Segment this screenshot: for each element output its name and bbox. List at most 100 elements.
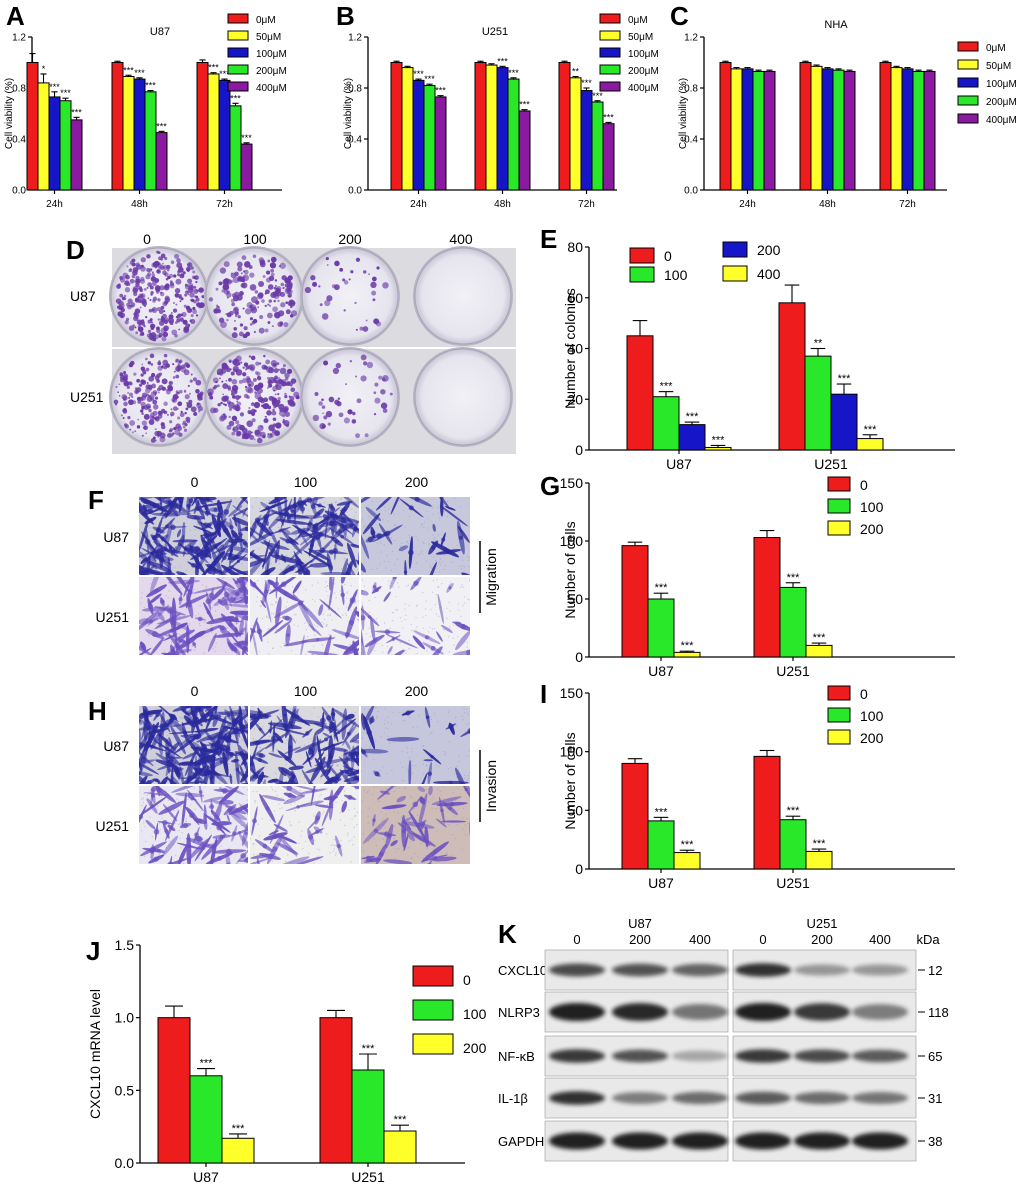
- colony: [239, 424, 245, 431]
- membrane-pore: [317, 855, 319, 857]
- colony: [284, 377, 289, 381]
- membrane-pore: [309, 800, 312, 802]
- stained-cell: [228, 538, 244, 543]
- blot-band: [612, 1049, 668, 1063]
- y-axis-label: Number of cells: [562, 732, 578, 829]
- colony: [343, 280, 349, 285]
- membrane-pore: [316, 625, 319, 628]
- membrane-pore: [241, 803, 244, 806]
- cell-nucleus: [158, 556, 165, 563]
- colony: [170, 314, 173, 318]
- membrane-pore: [326, 623, 328, 626]
- colony: [290, 378, 297, 384]
- colony: [159, 432, 166, 439]
- colony: [266, 410, 272, 416]
- significance-label: ***: [145, 81, 156, 91]
- membrane-pore: [227, 626, 229, 629]
- membrane-pore: [444, 510, 446, 512]
- colony: [229, 360, 232, 363]
- stained-cell: [339, 558, 348, 575]
- membrane-pore: [415, 764, 417, 767]
- membrane-pore: [423, 861, 425, 864]
- membrane-pore: [271, 557, 274, 559]
- colony: [113, 399, 119, 405]
- blot-band: [672, 1050, 728, 1062]
- membrane-pore: [250, 837, 251, 840]
- colony: [153, 404, 159, 410]
- membrane-pore: [200, 810, 202, 812]
- colony: [382, 408, 388, 413]
- cell-nucleus: [216, 525, 222, 531]
- membrane-pore: [436, 788, 439, 790]
- colony: [138, 396, 144, 402]
- membrane-pore: [394, 524, 397, 526]
- membrane-pore: [377, 710, 379, 713]
- membrane-pore: [463, 602, 466, 604]
- membrane-pore: [309, 649, 312, 652]
- membrane-pore: [236, 862, 238, 864]
- transwell-column-label: 200: [405, 474, 429, 490]
- stained-cell: [344, 740, 351, 750]
- membrane-pore: [161, 814, 163, 816]
- y-tick-label: 1.5: [115, 937, 135, 953]
- membrane-pore: [348, 643, 351, 646]
- membrane-pore: [413, 807, 415, 810]
- membrane-pore: [245, 605, 247, 607]
- membrane-pore: [256, 596, 259, 598]
- stained-cell: [205, 713, 233, 725]
- cell-nucleus: [198, 790, 203, 794]
- membrane-pore: [261, 617, 264, 620]
- cell-nucleus: [318, 533, 323, 537]
- colony: [141, 369, 147, 374]
- membrane-pore: [230, 823, 232, 826]
- colony: [222, 413, 226, 416]
- membrane-pore: [376, 567, 378, 570]
- membrane-pore: [200, 544, 203, 546]
- blot-band: [672, 1091, 728, 1105]
- colony: [242, 378, 247, 384]
- membrane-pore: [351, 508, 353, 511]
- colony: [187, 263, 191, 267]
- membrane-pore: [228, 575, 229, 576]
- colony: [141, 420, 148, 426]
- membrane-pore: [422, 627, 425, 629]
- membrane-pore: [426, 776, 429, 778]
- membrane-pore: [167, 604, 169, 606]
- colony: [187, 278, 193, 284]
- cell-nucleus: [206, 769, 212, 776]
- colony: [131, 396, 134, 398]
- colony: [216, 384, 220, 388]
- stained-cell: [240, 745, 248, 766]
- membrane-pore: [443, 629, 445, 631]
- membrane-pore: [388, 508, 390, 510]
- membrane-pore: [351, 839, 353, 841]
- colony: [328, 396, 335, 403]
- legend-swatch: [599, 30, 621, 41]
- colony: [274, 311, 281, 319]
- membrane-pore: [438, 642, 440, 644]
- cell-nucleus: [175, 650, 180, 655]
- stained-cell: [305, 765, 328, 774]
- blot-band: [672, 1004, 728, 1020]
- membrane-pore: [230, 610, 233, 612]
- stained-cell: [227, 809, 248, 830]
- membrane-pore: [349, 609, 352, 611]
- membrane-pore: [422, 541, 424, 543]
- membrane-pore: [266, 501, 268, 504]
- cell-nucleus: [368, 717, 375, 724]
- membrane-pore: [396, 558, 399, 561]
- colony: [271, 402, 276, 406]
- membrane-pore: [451, 561, 453, 563]
- membrane-pore: [244, 608, 246, 611]
- blot-band: [794, 1091, 850, 1105]
- cell-nucleus: [240, 724, 246, 731]
- cell-nucleus: [197, 616, 203, 622]
- colony: [156, 328, 161, 334]
- stained-cell: [193, 525, 212, 533]
- cell-nucleus: [258, 753, 264, 758]
- membrane-pore: [256, 854, 259, 856]
- membrane-pore: [408, 515, 411, 518]
- membrane-pore: [185, 569, 188, 572]
- blot-band: [735, 1091, 791, 1105]
- cell-nucleus: [215, 744, 222, 750]
